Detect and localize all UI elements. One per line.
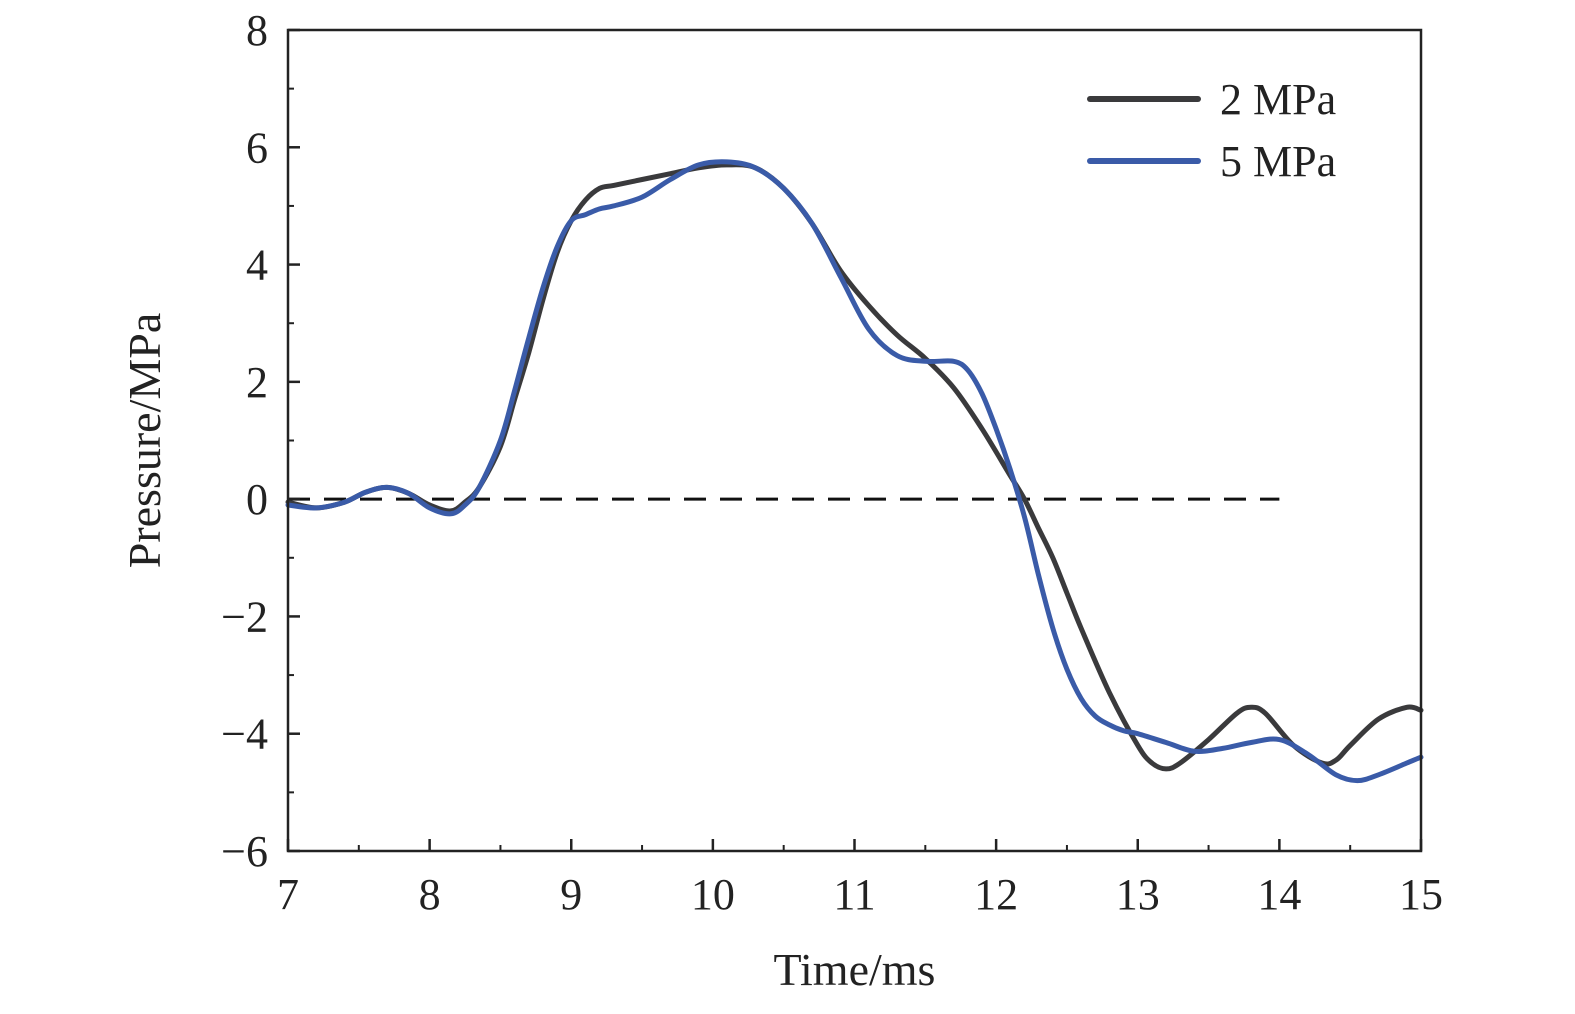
y-axis-label: Pressure/MPa: [119, 313, 170, 569]
x-tick-label: 10: [691, 870, 735, 919]
legend-label: 5 MPa: [1220, 137, 1336, 186]
x-tick-label: 7: [277, 870, 299, 919]
y-tick-label: −4: [221, 710, 268, 759]
x-axis-label: Time/ms: [774, 944, 936, 995]
ticks-layer: 7 8 9 10 11 12 13 14 15 −6 −4 −2 0 2 4 6 8: [221, 6, 1443, 919]
series-line-1: [285, 162, 1424, 772]
y-tick-label: 2: [246, 358, 268, 407]
x-tick-label: 13: [1116, 870, 1160, 919]
legend: 2 MPa 5 MPa: [1087, 75, 1336, 186]
x-tick-label: 14: [1257, 870, 1301, 919]
y-tick-label: 4: [246, 241, 268, 290]
y-tick-label: −2: [221, 592, 268, 641]
x-tick-label: 12: [974, 870, 1018, 919]
y-tick-label: 6: [246, 123, 268, 172]
series-layer: [285, 159, 1424, 784]
x-tick-label: 9: [560, 870, 582, 919]
x-tick-label: 8: [419, 870, 441, 919]
y-tick-label: −6: [221, 827, 268, 876]
legend-label: 2 MPa: [1220, 75, 1336, 124]
series-line-2: [285, 159, 1424, 784]
x-tick-label: 15: [1399, 870, 1443, 919]
x-tick-label: 11: [833, 870, 875, 919]
y-tick-label: 0: [246, 475, 268, 524]
y-tick-label: 8: [246, 6, 268, 55]
